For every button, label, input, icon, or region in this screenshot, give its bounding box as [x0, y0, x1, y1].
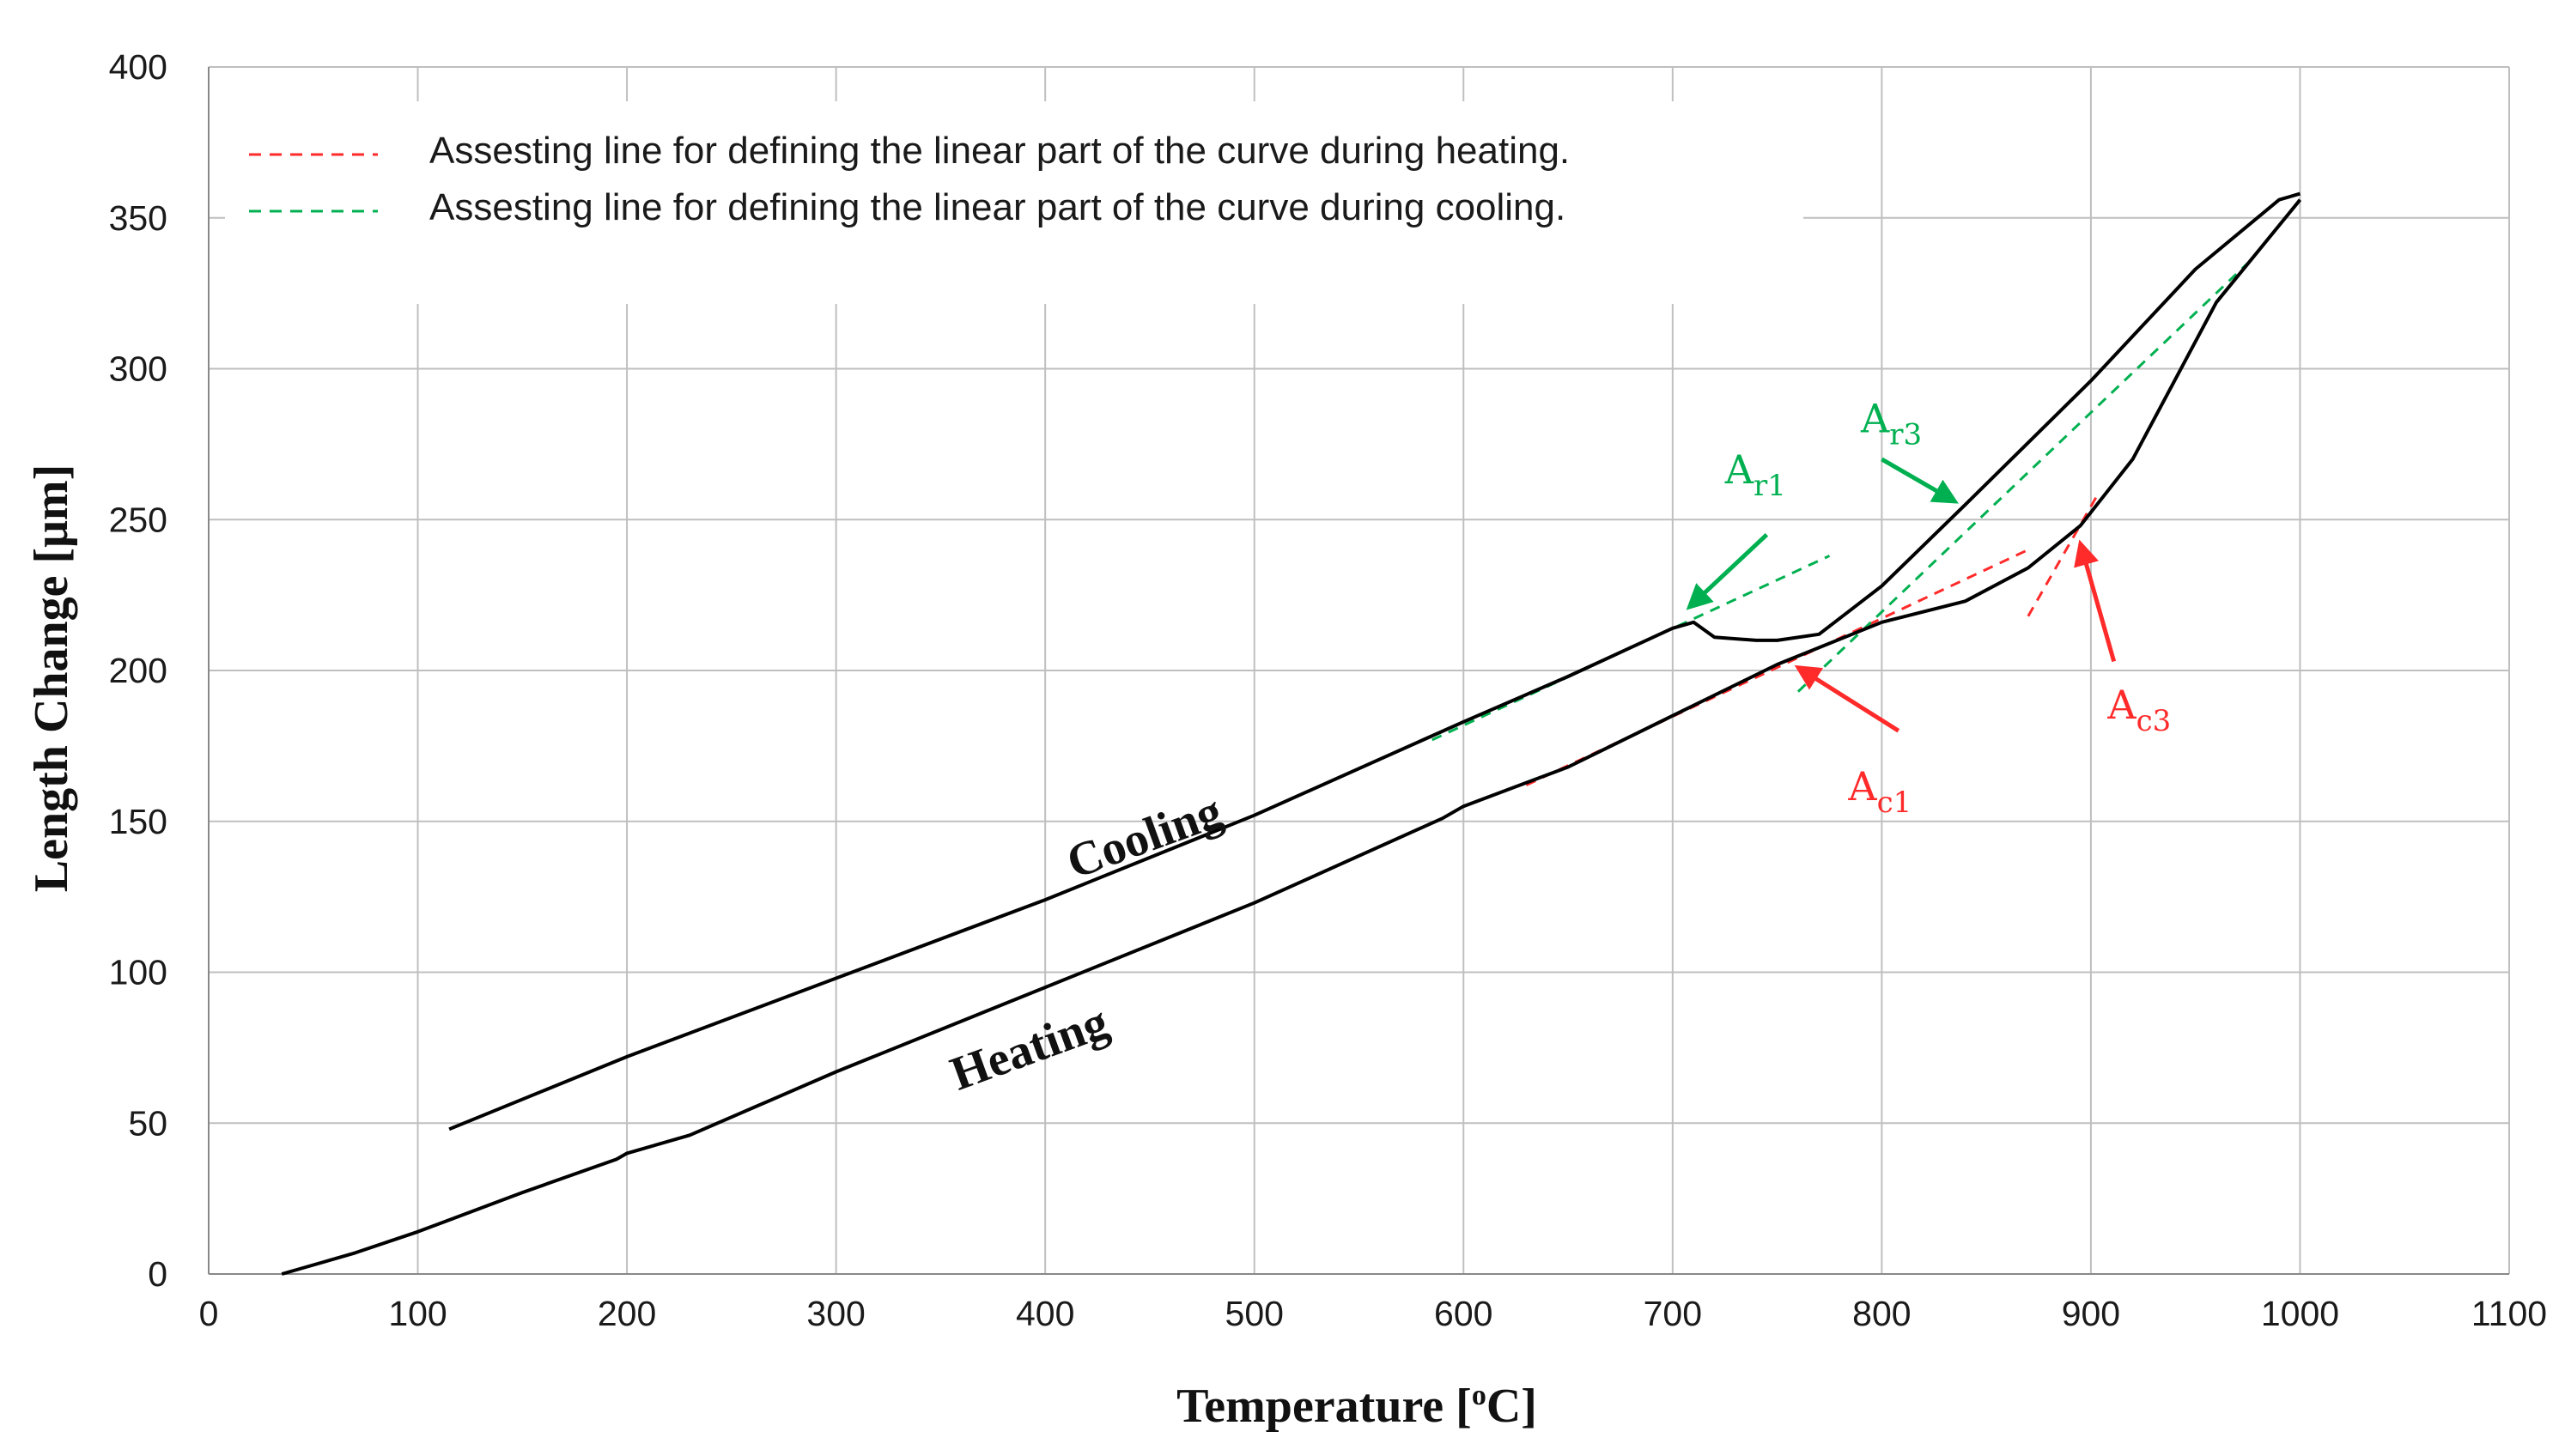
- curve-label-cooling: Cooling: [1060, 785, 1229, 889]
- x-tick-label-900: 900: [2062, 1294, 2120, 1333]
- tick-labels: 0 100 200 300 400 500 600 700 800 900 1000 1100 0 50 1…: [109, 47, 2548, 1333]
- y-tick-label-100: 100: [109, 953, 167, 992]
- legend: Assesting line for defining the linear p…: [249, 130, 1570, 228]
- y-tick-label-150: 150: [109, 802, 167, 841]
- annotation-sub-c3: c3: [2136, 704, 2172, 738]
- y-tick-label-350: 350: [109, 198, 167, 238]
- annotation-arrow-c3: [2074, 539, 2117, 663]
- series-line-heating: [281, 198, 2302, 1276]
- series-line-cooling: [448, 191, 2301, 1131]
- annotation-label-r3: Ar3: [1860, 395, 1922, 452]
- legend-label-cooling: Assesting line for defining the linear p…: [429, 186, 1565, 228]
- x-tick-label-600: 600: [1434, 1294, 1492, 1333]
- y-axis-title: Length Change [μm]: [25, 464, 78, 892]
- annotation-label-r1: Ar1: [1724, 446, 1786, 503]
- annotation-arrow-c1: [1794, 664, 1900, 733]
- legend-background: [225, 101, 1803, 304]
- curve-label-heating: Heating: [944, 995, 1115, 1101]
- y-tick-label-300: 300: [109, 349, 167, 389]
- annotation-sub-r1: r1: [1754, 469, 1786, 503]
- y-tick-label-50: 50: [128, 1103, 167, 1143]
- curves: Cooling Heating: [281, 191, 2302, 1276]
- x-tick-label-100: 100: [388, 1294, 447, 1333]
- x-tick-label-700: 700: [1644, 1294, 1702, 1333]
- x-tick-label-1100: 1100: [2471, 1294, 2547, 1333]
- assessing-line-cooling-3: [1796, 262, 2249, 693]
- annotation-main-r3: A: [1860, 395, 1890, 441]
- annotation-main-r1: A: [1724, 446, 1754, 493]
- x-tick-label-500: 500: [1225, 1294, 1284, 1333]
- annotation-arrow-r1: [1686, 532, 1769, 610]
- y-tick-label-0: 0: [148, 1254, 167, 1294]
- assessing-line-heating-1: [2027, 494, 2099, 617]
- x-tick-label-300: 300: [806, 1294, 865, 1333]
- y-tick-label-250: 250: [109, 500, 167, 539]
- annotation-label-c3: Ac3: [2106, 682, 2171, 738]
- annotation-label-c1: Ac1: [1847, 763, 1912, 820]
- x-tick-label-0: 0: [199, 1294, 219, 1333]
- y-tick-label-200: 200: [109, 651, 167, 690]
- annotation-main-c1: A: [1847, 763, 1877, 810]
- x-tick-label-1000: 1000: [2261, 1294, 2339, 1333]
- annotation-sub-c1: c1: [1877, 786, 1912, 820]
- axes: [208, 67, 2509, 1275]
- x-axis-title: Temperature [oC]: [1176, 1380, 1537, 1433]
- legend-label-heating: Assesting line for defining the linear p…: [429, 130, 1570, 172]
- annotation-sub-r3: r3: [1889, 417, 1922, 452]
- annotation-main-c3: A: [2106, 682, 2136, 728]
- x-tick-label-800: 800: [1852, 1294, 1911, 1333]
- x-tick-label-400: 400: [1016, 1294, 1074, 1333]
- x-tick-label-200: 200: [598, 1294, 656, 1333]
- y-tick-label-400: 400: [109, 47, 167, 87]
- annotation-arrow-r3: [1881, 457, 1959, 504]
